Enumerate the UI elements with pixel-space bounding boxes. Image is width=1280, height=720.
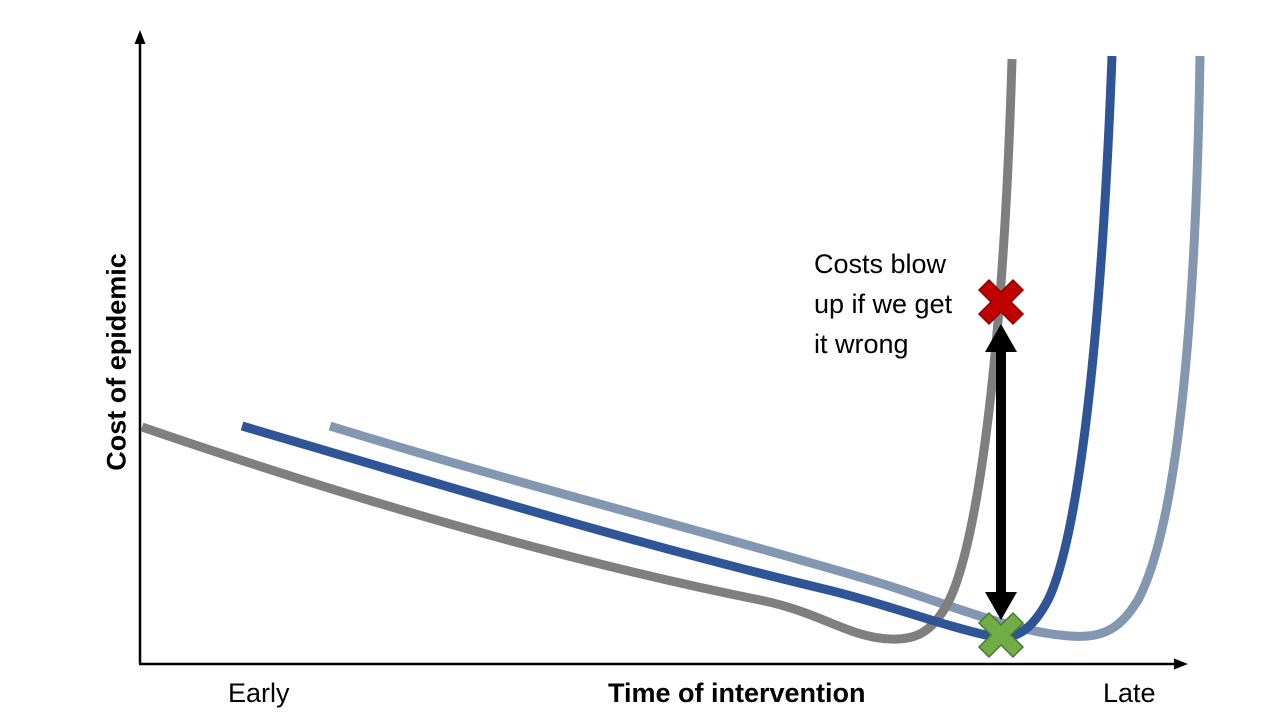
annotation-line: Costs blow bbox=[814, 249, 947, 279]
x-axis-start-label: Early bbox=[228, 678, 290, 708]
middle-epidemic-curve bbox=[240, 55, 1117, 642]
optimal-timing-marker-icon bbox=[977, 611, 1025, 659]
y-axis-title: Cost of epidemic bbox=[101, 253, 132, 471]
x-axis-title: Time of intervention bbox=[608, 678, 866, 708]
annotation-line: up if we get bbox=[814, 289, 953, 319]
y-axis-arrowhead bbox=[134, 30, 146, 44]
early-epidemic-curve bbox=[140, 58, 1017, 644]
wrong-timing-marker-icon bbox=[977, 278, 1025, 326]
late-epidemic-curve bbox=[328, 55, 1205, 641]
arrow-head-down bbox=[985, 592, 1017, 620]
x-axis-arrowhead bbox=[1174, 658, 1188, 670]
annotation-text: Costs blow up if we get it wrong bbox=[814, 244, 994, 364]
double-arrow bbox=[985, 324, 1017, 620]
arrow-head-up bbox=[985, 324, 1017, 352]
x-axis-end-label: Late bbox=[1103, 678, 1156, 708]
annotation-line: it wrong bbox=[814, 329, 909, 359]
